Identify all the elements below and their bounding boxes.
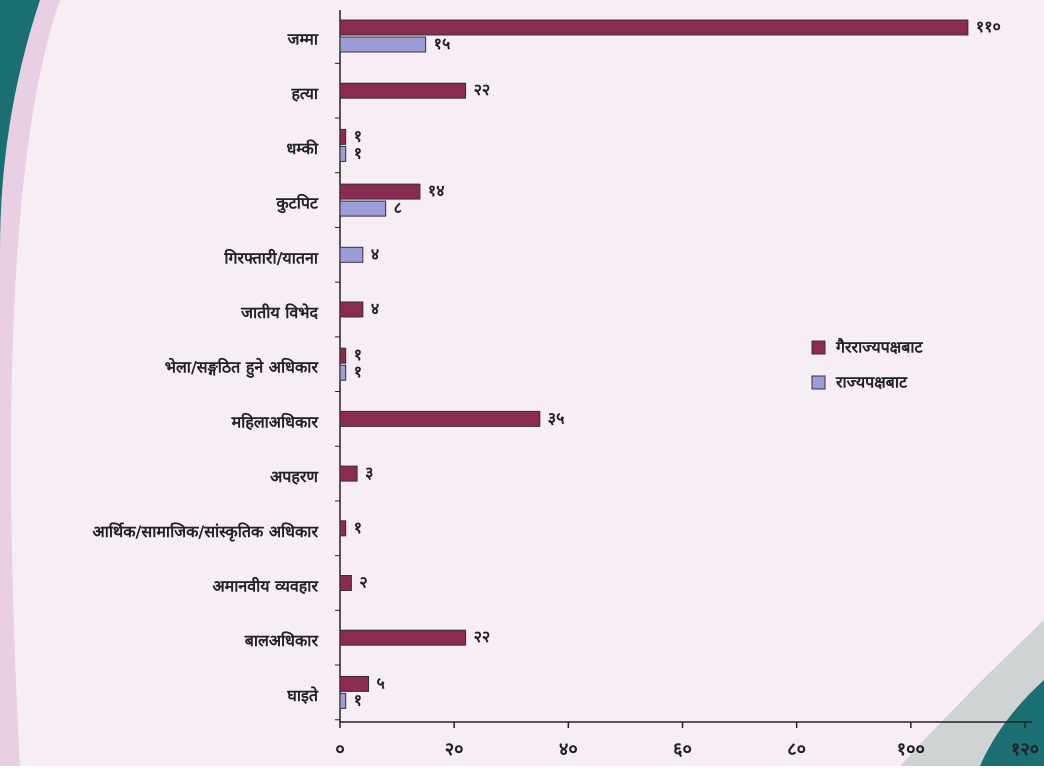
bar xyxy=(339,465,358,482)
y-tick-label: बालअधिकार xyxy=(244,631,320,650)
y-tick-label: आर्थिक/सामाजिक/सांस्कृतिक अधिकार xyxy=(93,522,320,542)
y-tick-label: घाइते xyxy=(286,686,318,705)
y-tick-label: जातीय विभेद xyxy=(240,303,318,322)
bar xyxy=(339,301,364,318)
data-label: १ xyxy=(354,690,362,709)
y-tick-label: अमानवीय व्यवहार xyxy=(212,577,319,596)
data-label: १ xyxy=(354,362,362,381)
y-tick-label: भेला/सङ्गठित हुने अधिकार xyxy=(165,358,320,379)
bar xyxy=(339,246,364,263)
y-tick-label: गिरफ्तारी/यातना xyxy=(223,248,319,267)
data-label: २२ xyxy=(474,627,491,646)
data-label: ४ xyxy=(371,244,379,263)
bar xyxy=(339,629,467,646)
bar xyxy=(339,128,347,145)
data-label: १ xyxy=(354,143,362,162)
bar xyxy=(339,145,347,162)
data-label: ३ xyxy=(365,463,373,482)
data-label: ३५ xyxy=(548,408,565,427)
bar xyxy=(339,347,347,364)
y-tick-label: कुटपिट xyxy=(275,194,319,214)
data-label: १५ xyxy=(434,34,451,53)
legend-label: राज्यपक्षबाट xyxy=(835,373,908,392)
data-label: १ xyxy=(354,345,362,364)
background-corner xyxy=(980,680,1044,766)
bar xyxy=(339,410,541,427)
y-tick-label: अपहरण xyxy=(270,467,319,486)
y-tick-label: जम्मा xyxy=(287,30,319,49)
bar xyxy=(339,364,347,381)
data-label: ४ xyxy=(371,299,379,318)
data-label: २ xyxy=(359,573,367,592)
y-tick-label: हत्या xyxy=(290,84,318,103)
bar xyxy=(339,575,352,591)
background-corner xyxy=(0,0,40,250)
bar xyxy=(339,675,370,692)
bar xyxy=(339,82,467,99)
x-tick-label: १०० xyxy=(897,739,925,760)
data-label: ११० xyxy=(976,17,1001,36)
data-label: १ xyxy=(354,126,362,145)
data-label: १ xyxy=(354,518,362,537)
background-curve xyxy=(0,0,60,766)
x-tick-label: ६० xyxy=(673,739,692,760)
x-tick-label: ४० xyxy=(559,739,578,760)
data-label: ५ xyxy=(377,673,385,692)
bar xyxy=(339,520,347,537)
data-label: १४ xyxy=(428,181,445,200)
data-label: २२ xyxy=(474,80,491,99)
x-tick-label: ८० xyxy=(787,739,806,760)
legend-swatch xyxy=(811,375,826,390)
x-tick-label: २० xyxy=(445,739,464,760)
bar xyxy=(339,19,969,36)
y-tick-label: महिलाअधिकार xyxy=(231,412,320,431)
bar xyxy=(339,200,387,217)
legend-swatch xyxy=(811,340,826,355)
bar xyxy=(339,36,427,53)
y-tick-label: धम्की xyxy=(286,139,318,158)
x-tick-label: १२० xyxy=(1011,739,1039,760)
x-tick-label: ० xyxy=(335,739,344,760)
data-label: ८ xyxy=(394,198,402,217)
legend-label: गैरराज्यपक्षबाट xyxy=(835,338,924,357)
bar xyxy=(339,692,347,709)
bar xyxy=(339,183,421,200)
